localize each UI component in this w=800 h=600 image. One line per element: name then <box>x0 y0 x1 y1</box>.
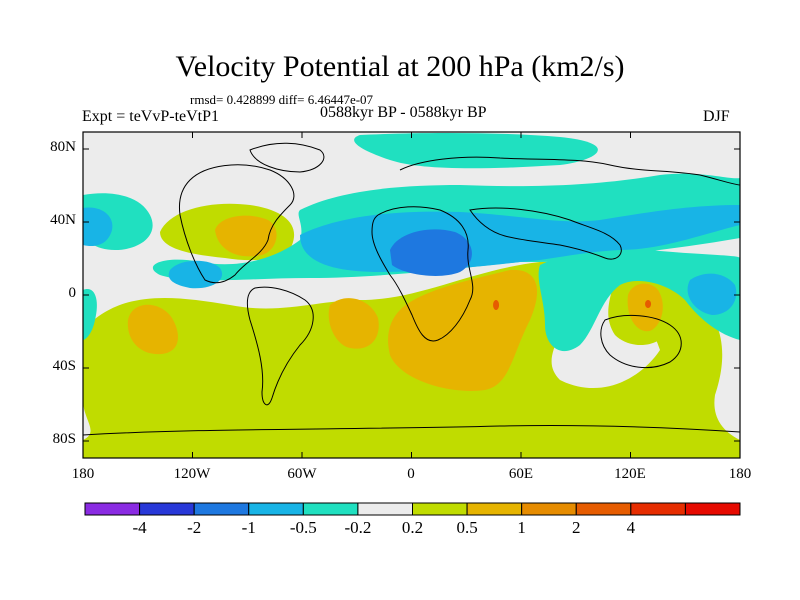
contour-orange-maritime <box>627 283 663 332</box>
lon-tick-label: 60W <box>287 466 317 482</box>
axis-ticks <box>82 132 741 458</box>
colorbar-swatch <box>412 502 468 516</box>
lat-tick-label: 40N <box>50 212 76 228</box>
colorbar-label: 0.2 <box>401 518 424 537</box>
colorbar-swatch <box>630 502 686 516</box>
contour-dark-orange-spot-2 <box>645 300 652 308</box>
contour-orange-africa <box>388 269 538 391</box>
chart-title: Velocity Potential at 200 hPa (km2/s) <box>175 50 625 83</box>
colorbar-swatch <box>302 502 359 516</box>
colorbar-swatch <box>521 502 577 516</box>
experiment-label: Expt = teVvP-teVtP1 <box>82 108 220 125</box>
contour-orange-south-pacific <box>127 304 178 355</box>
colorbar-label: 2 <box>572 518 581 537</box>
contour-negative-east-pacific <box>83 289 97 340</box>
colorbar-label: -0.5 <box>289 518 317 537</box>
contour-lightblue-west-pacific <box>687 273 737 315</box>
contour-lightblue-north-pacific <box>83 207 113 247</box>
lat-tick-label: 80N <box>50 139 76 155</box>
contour-orange-south-atlantic <box>328 298 379 349</box>
lon-tick-label: 180 <box>728 466 752 482</box>
colorbar-label: 0.5 <box>456 518 478 537</box>
contour-blue-minimum <box>390 229 472 276</box>
contour-negative-west-pacific <box>538 248 740 352</box>
colorbar-swatch <box>84 502 141 516</box>
colorbar-swatch <box>466 502 523 516</box>
colorbar-label: 1 <box>517 518 526 537</box>
lon-tick-label: 120W <box>173 466 211 482</box>
colorbar-label: -2 <box>187 518 202 537</box>
colorbar-label: -0.2 <box>344 518 372 537</box>
stats-line: rmsd= 0.428899 diff= 6.46447e-07 <box>190 92 374 107</box>
colorbar-swatch <box>357 502 413 516</box>
colorbar-swatch <box>193 502 250 516</box>
lat-tick-label: 40S <box>52 358 76 374</box>
colorbar-label: -1 <box>241 518 256 537</box>
colorbar-swatch <box>684 502 741 516</box>
contour-dark-orange-spot-1 <box>493 300 500 310</box>
season-label: DJF <box>703 108 730 125</box>
lon-tick-label: 180 <box>71 466 95 482</box>
colorbar-label: 4 <box>626 518 636 537</box>
lat-tick-label: 0 <box>68 285 77 301</box>
lat-tick-label: 80S <box>52 431 76 447</box>
colorbar <box>84 502 741 516</box>
period-label: 0588kyr BP - 0588kyr BP <box>320 104 487 121</box>
colorbar-swatch <box>575 502 632 516</box>
lon-tick-label: 60E <box>508 466 534 482</box>
contour-field <box>83 132 740 458</box>
contour-orange-north-america <box>215 215 277 257</box>
lon-tick-label: 120E <box>614 466 646 482</box>
colorbar-swatch <box>139 502 195 516</box>
colorbar-label: -4 <box>132 518 147 537</box>
coastlines <box>83 142 740 436</box>
colorbar-swatch <box>248 502 304 516</box>
lon-tick-label: 0 <box>407 466 415 482</box>
